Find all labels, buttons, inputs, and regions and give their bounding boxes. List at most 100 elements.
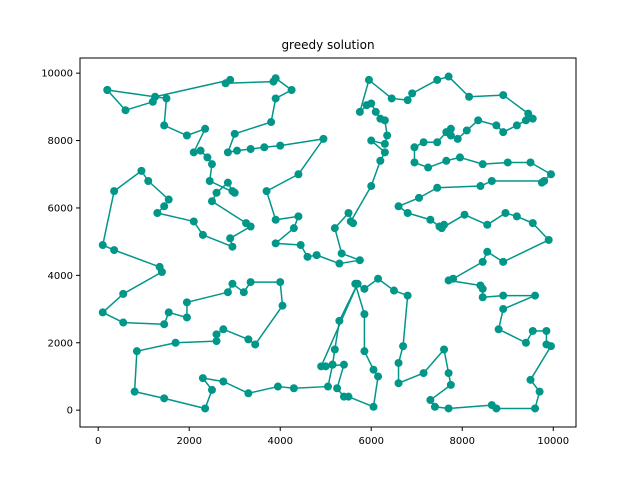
- city-point: [528, 219, 537, 228]
- city-point: [228, 242, 237, 251]
- city-point: [271, 94, 280, 103]
- city-point: [521, 116, 530, 125]
- city-point: [369, 402, 378, 411]
- city-point: [387, 94, 396, 103]
- city-point: [294, 170, 303, 179]
- tour-segment: [147, 180, 170, 201]
- city-point: [98, 241, 107, 250]
- city-point: [521, 338, 530, 347]
- city-point: [276, 141, 285, 150]
- city-point: [287, 86, 296, 95]
- city-point: [207, 197, 216, 206]
- city-point: [164, 195, 173, 204]
- city-point: [153, 209, 162, 218]
- tour-segment: [106, 89, 127, 111]
- tour-segment: [102, 190, 115, 246]
- tour-segment: [134, 390, 165, 400]
- city-point: [403, 291, 412, 300]
- city-point: [339, 392, 348, 401]
- city-point: [182, 313, 191, 322]
- city-point: [182, 131, 191, 140]
- city-point: [389, 286, 398, 295]
- city-point: [512, 121, 521, 130]
- city-point: [415, 193, 424, 202]
- city-point: [212, 337, 221, 346]
- city-point: [162, 94, 171, 103]
- city-point: [344, 209, 353, 218]
- city-point: [182, 298, 191, 307]
- city-point: [526, 375, 535, 384]
- y-tick-label: 4000: [48, 271, 73, 282]
- city-point: [330, 345, 339, 354]
- city-point: [353, 279, 362, 288]
- city-point: [394, 202, 403, 211]
- city-point: [499, 91, 508, 100]
- tour-segment: [133, 351, 138, 392]
- tour-segment: [448, 76, 470, 98]
- city-point: [410, 143, 419, 152]
- city-point: [151, 92, 160, 101]
- city-point: [487, 401, 496, 410]
- tour-segment: [136, 342, 176, 352]
- city-point: [219, 377, 228, 386]
- tour-segment: [122, 271, 163, 295]
- city-point: [246, 144, 255, 153]
- city-point: [487, 177, 496, 185]
- city-point: [244, 335, 253, 344]
- city-point: [121, 106, 130, 115]
- city-point: [546, 342, 555, 351]
- city-point: [212, 188, 221, 197]
- tour-segment: [223, 380, 249, 394]
- tour-segment: [398, 372, 424, 384]
- city-point: [333, 384, 342, 393]
- city-point: [155, 262, 164, 271]
- city-point: [335, 259, 344, 268]
- tour-segment: [348, 395, 374, 408]
- tour-segment: [469, 94, 504, 98]
- tour-segment: [320, 283, 359, 367]
- x-tick-label: 0: [95, 436, 101, 447]
- city-point: [478, 284, 487, 293]
- tour-segment: [502, 294, 536, 310]
- city-point: [501, 209, 510, 218]
- city-point: [355, 256, 364, 265]
- tour-segment: [102, 293, 124, 313]
- city-point: [360, 284, 369, 293]
- city-point: [319, 134, 328, 143]
- city-point: [494, 325, 503, 334]
- city-point: [455, 153, 464, 162]
- city-point: [221, 79, 230, 88]
- city-point: [478, 160, 487, 169]
- city-point: [503, 158, 512, 167]
- city-point: [317, 362, 326, 371]
- y-tick-label: 10000: [41, 69, 73, 80]
- city-point: [535, 387, 544, 396]
- city-point: [103, 86, 112, 95]
- city-point: [346, 217, 355, 226]
- city-point: [201, 404, 210, 413]
- city-point: [394, 358, 403, 367]
- city-point: [483, 220, 492, 229]
- tour-segment: [529, 345, 552, 381]
- city-point: [433, 75, 442, 84]
- city-point: [232, 146, 241, 155]
- city-point: [528, 114, 537, 123]
- city-point: [198, 374, 207, 383]
- plot-area: [98, 72, 555, 413]
- tour-segment: [293, 385, 329, 389]
- city-point: [303, 252, 312, 261]
- tour-segment: [498, 328, 527, 344]
- city-point: [328, 360, 337, 369]
- city-point: [273, 382, 282, 391]
- city-point: [144, 177, 153, 185]
- city-point: [492, 121, 501, 130]
- city-point: [433, 138, 442, 147]
- city-point: [367, 182, 376, 191]
- axes: 0 2000 4000 6000 8000 10000 0 2000 4000 6000 8000 1…: [41, 69, 569, 447]
- tour-segment: [334, 227, 343, 254]
- city-point: [399, 342, 408, 351]
- tour-segment: [248, 385, 279, 395]
- city-point: [462, 126, 471, 135]
- city-point: [544, 235, 553, 244]
